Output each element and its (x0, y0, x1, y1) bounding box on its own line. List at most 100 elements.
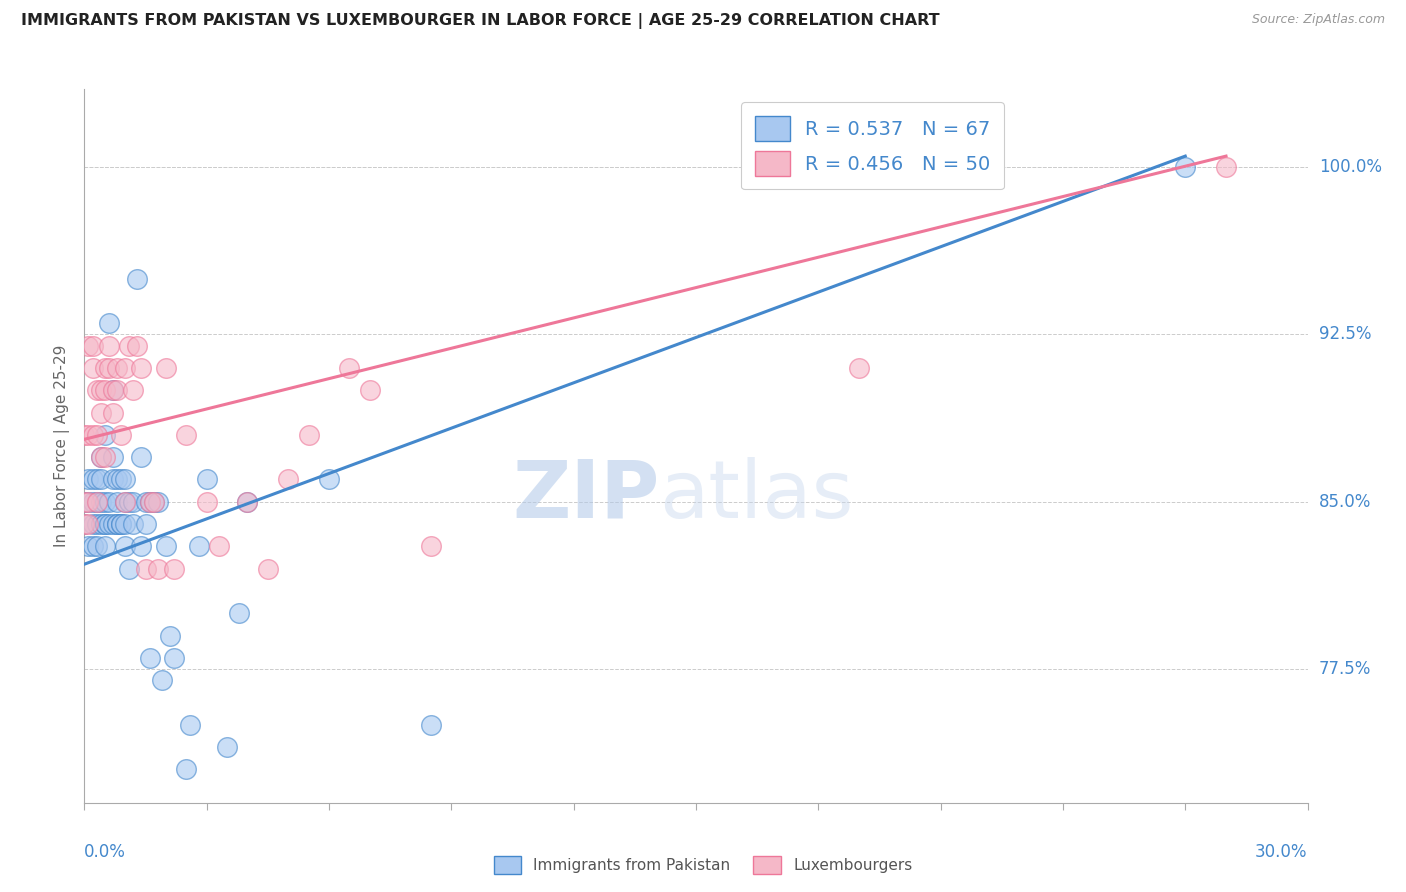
Point (82, 338, 104, 352)
Point (236, 494, 259, 508)
Point (228, 606, 250, 620)
Text: 100.0%: 100.0% (1319, 158, 1382, 177)
Point (97, 516, 120, 531)
Point (110, 472, 132, 486)
Point (82, 494, 104, 508)
Point (159, 628, 181, 642)
Point (86, 494, 108, 508)
Point (77, 539, 100, 553)
Point (1215, 160, 1237, 174)
Point (105, 516, 128, 531)
Point (122, 516, 145, 531)
Point (110, 516, 132, 531)
Point (101, 450, 124, 464)
Point (82, 427, 104, 442)
Point (86, 383, 108, 397)
Point (101, 472, 124, 486)
Point (101, 383, 124, 397)
Point (150, 673, 173, 687)
Point (86, 472, 108, 486)
Point (93, 539, 115, 553)
Text: 77.5%: 77.5% (1319, 660, 1371, 678)
Point (114, 472, 136, 486)
Point (208, 539, 231, 553)
Point (73, 494, 96, 508)
Point (142, 494, 165, 508)
Point (90, 405, 112, 419)
Point (420, 717, 443, 731)
Point (217, 739, 239, 754)
Point (138, 650, 160, 665)
Point (131, 360, 153, 375)
Point (127, 338, 149, 352)
Text: 0.0%: 0.0% (84, 843, 127, 861)
Point (101, 405, 124, 419)
Point (93, 360, 115, 375)
Point (77, 338, 100, 352)
Point (155, 539, 177, 553)
Point (105, 516, 128, 531)
Point (257, 561, 280, 575)
Point (127, 271, 149, 285)
Point (195, 472, 218, 486)
Point (174, 427, 197, 442)
Point (97, 360, 120, 375)
Point (90, 383, 112, 397)
Legend: R = 0.537   N = 67, R = 0.456   N = 50: R = 0.537 N = 67, R = 0.456 N = 50 (741, 103, 1004, 189)
Point (77, 494, 100, 508)
Point (86, 516, 108, 531)
Point (82, 360, 104, 375)
Point (122, 494, 145, 508)
Point (163, 650, 186, 665)
Text: 85.0%: 85.0% (1319, 492, 1371, 511)
Point (114, 494, 136, 508)
Point (1174, 160, 1197, 174)
Point (318, 472, 340, 486)
Point (86, 539, 108, 553)
Point (93, 450, 115, 464)
Point (114, 516, 136, 531)
Point (131, 539, 153, 553)
Text: 30.0%: 30.0% (1256, 843, 1308, 861)
Point (420, 539, 443, 553)
Point (131, 450, 153, 464)
Point (135, 561, 157, 575)
Point (105, 383, 128, 397)
Point (138, 494, 160, 508)
Point (90, 450, 112, 464)
Point (86, 494, 108, 508)
Point (848, 360, 870, 375)
Text: 92.5%: 92.5% (1319, 326, 1371, 343)
Point (110, 516, 132, 531)
Point (298, 427, 321, 442)
Point (90, 494, 112, 508)
Point (90, 450, 112, 464)
Point (90, 472, 112, 486)
Point (77, 472, 100, 486)
Point (118, 338, 141, 352)
Point (82, 539, 104, 553)
Point (236, 494, 259, 508)
Point (359, 383, 381, 397)
Point (174, 762, 197, 776)
Point (105, 472, 128, 486)
Point (101, 516, 124, 531)
Point (77, 494, 100, 508)
Point (146, 561, 169, 575)
Point (114, 494, 136, 508)
Point (122, 383, 145, 397)
Point (93, 516, 115, 531)
Point (277, 472, 299, 486)
Point (135, 516, 157, 531)
Point (179, 717, 201, 731)
Point (146, 494, 169, 508)
Point (135, 494, 157, 508)
Legend: Immigrants from Pakistan, Luxembourgers: Immigrants from Pakistan, Luxembourgers (488, 850, 918, 880)
Text: atlas: atlas (659, 457, 853, 535)
Point (97, 316, 120, 330)
Point (97, 494, 120, 508)
Point (93, 383, 115, 397)
Point (73, 494, 96, 508)
Point (105, 360, 128, 375)
Point (97, 338, 120, 352)
